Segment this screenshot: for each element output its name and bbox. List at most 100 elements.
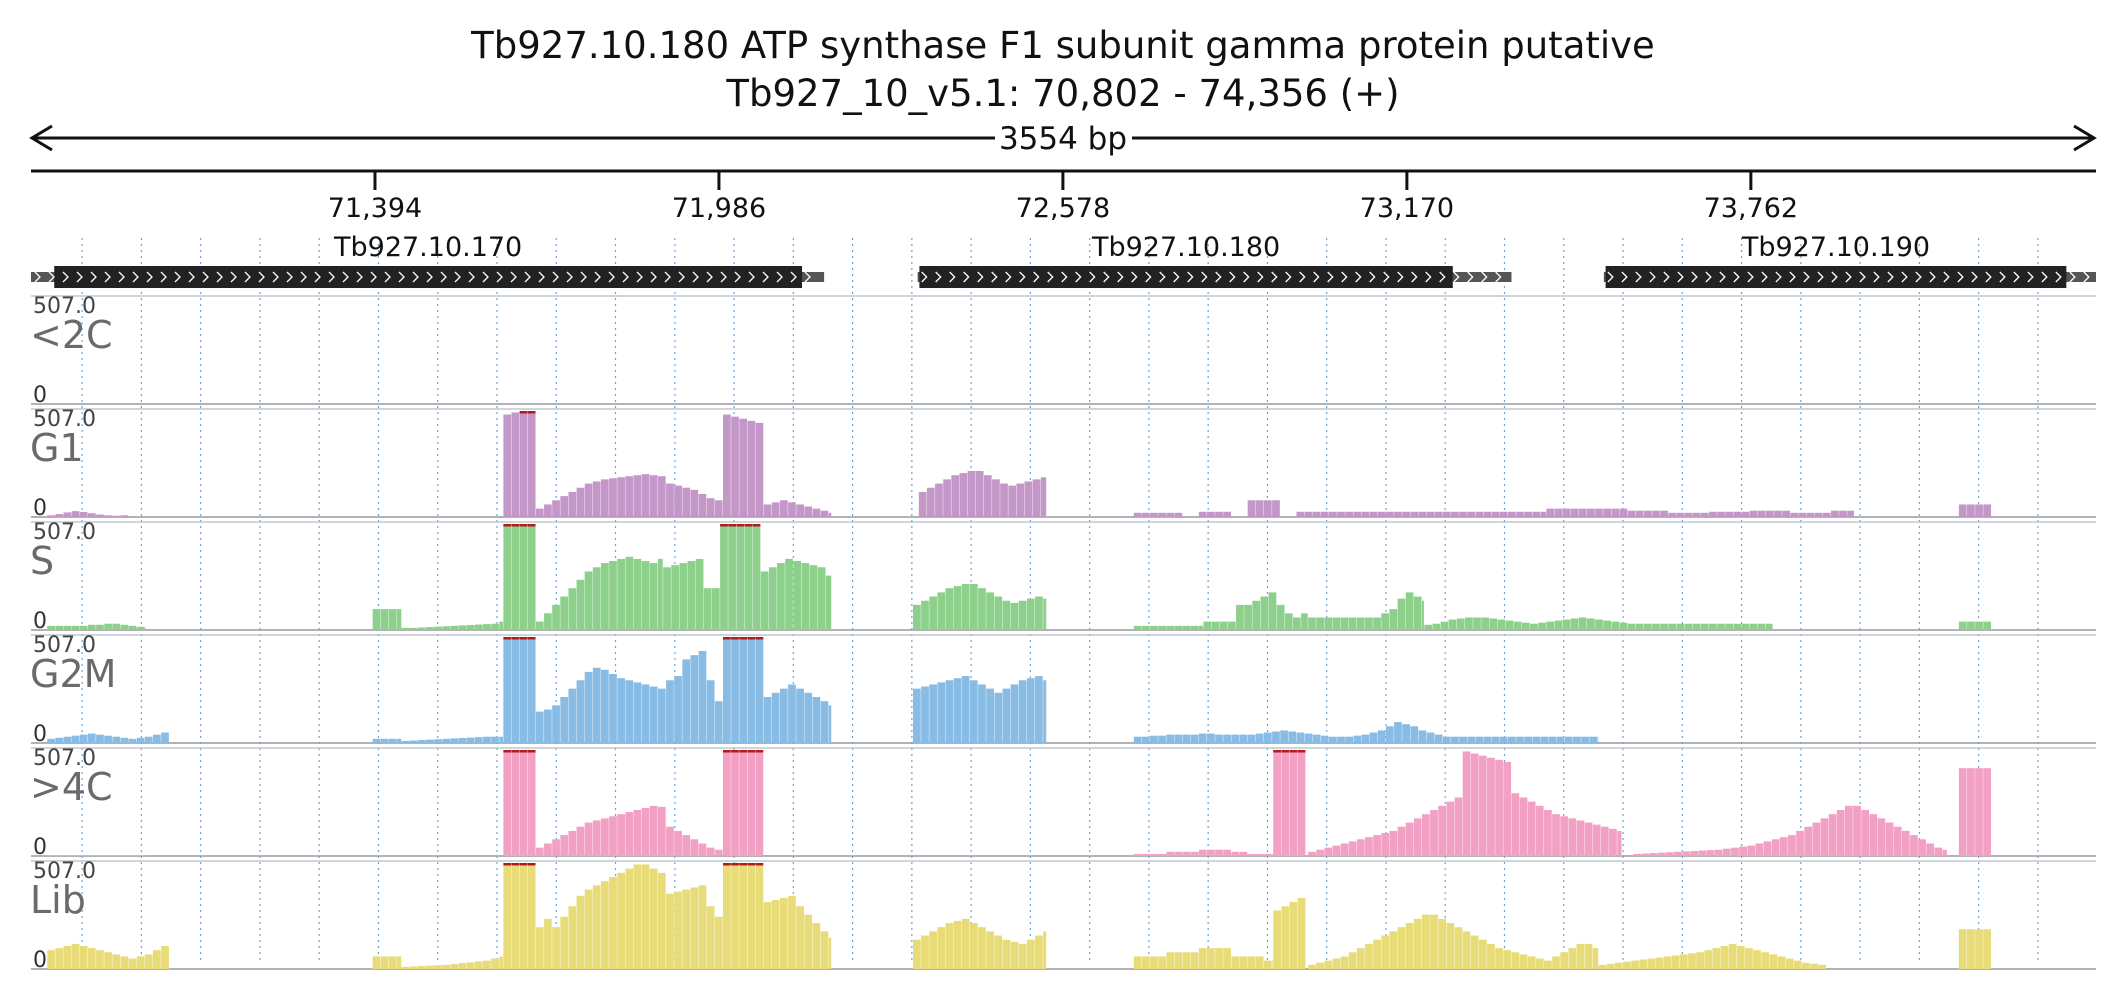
clip-marker: [731, 750, 739, 753]
coverage-bar: [1361, 511, 1370, 517]
clip-marker: [511, 637, 520, 640]
coverage-bar: [1174, 625, 1183, 630]
coverage-bar: [1597, 736, 1599, 743]
clip-marker: [752, 524, 761, 527]
coverage-bar: [535, 508, 544, 517]
coverage-bar: [474, 624, 483, 630]
clip-marker: [736, 524, 745, 527]
coverage-bar: [1682, 851, 1691, 856]
coverage-bar: [969, 584, 978, 630]
strand-arrow-icon: [1089, 271, 1096, 283]
track-name: G2M: [30, 652, 116, 696]
coverage-bar: [1215, 948, 1223, 969]
coverage-bar: [63, 736, 72, 743]
coverage-bar: [1166, 512, 1175, 517]
clip-marker: [731, 863, 739, 866]
coverage-bar: [682, 835, 691, 856]
coverage-bar: [1535, 805, 1544, 856]
clip-marker: [527, 750, 536, 753]
coverage-bar: [584, 671, 593, 743]
strand-arrow-icon: [104, 271, 111, 283]
strand-arrow-icon: [1761, 271, 1768, 283]
coverage-bar: [1438, 805, 1447, 856]
coverage-bar: [617, 678, 625, 743]
coverage-bar: [804, 692, 813, 743]
coverage-bar: [511, 863, 520, 969]
coverage-bar: [1301, 613, 1308, 630]
coverage-bar: [1478, 939, 1487, 969]
strand-arrow-icon: [1425, 271, 1432, 283]
coverage-bar: [986, 688, 994, 743]
coverage-bar: [1524, 736, 1532, 743]
coverage-bar: [1728, 943, 1737, 969]
coverage-bar: [458, 737, 467, 743]
coverage-bar: [649, 563, 658, 630]
coverage-bar: [568, 688, 577, 743]
coverage-bar: [1002, 939, 1011, 969]
axis-ticks: 71,394 71,986 72,578 73,170 73,762: [328, 171, 1798, 224]
clip-marker: [723, 750, 731, 753]
strand-arrow-icon: [2027, 271, 2034, 283]
coverage-bar: [1446, 801, 1455, 856]
coverage-bar: [1397, 598, 1406, 630]
coverage-bar: [136, 626, 145, 630]
coverage-bar: [975, 471, 984, 517]
strand-arrow-icon: [1719, 271, 1726, 283]
coverage-bar: [474, 961, 483, 969]
coverage-bar: [1255, 853, 1264, 856]
coverage-bar: [1454, 927, 1463, 969]
coverage-bar: [1263, 732, 1272, 743]
coverage-bar: [401, 966, 410, 969]
coverage-bar: [503, 414, 512, 517]
coverage-bar: [1263, 960, 1272, 969]
coverage-bar: [144, 855, 146, 856]
strand-arrow-icon: [496, 271, 503, 283]
clip-marker: [527, 637, 536, 640]
coverage-bar: [1592, 824, 1601, 856]
strand-arrow-icon: [1131, 271, 1138, 283]
coverage-bar: [417, 740, 426, 743]
coverage-bar: [1356, 839, 1365, 856]
coverage-bar: [1548, 736, 1557, 743]
track-ymin-label: 0: [33, 496, 47, 521]
coverage-bar: [625, 868, 634, 969]
coverage-bar: [1381, 613, 1390, 630]
coverage-bar: [825, 575, 832, 630]
coverage-bar: [1324, 617, 1333, 630]
coverage-bar: [153, 734, 161, 743]
coverage-bar: [1836, 810, 1845, 856]
coverage-bar: [1564, 736, 1573, 743]
coverage-bar: [1983, 504, 1992, 517]
coverage-bar: [511, 412, 520, 517]
strand-arrow-icon: [1873, 271, 1880, 283]
coverage-bar: [1918, 839, 1926, 856]
coverage-bar: [519, 411, 528, 517]
coverage-bar: [1276, 604, 1285, 630]
coverage-bar: [1692, 623, 1701, 630]
coverage-bar: [1540, 736, 1549, 743]
strand-arrow-icon: [1117, 271, 1124, 283]
coverage-bar: [1709, 511, 1717, 517]
coverage-bar: [1519, 954, 1528, 969]
coverage-bar: [657, 476, 666, 517]
coverage-bar: [434, 626, 442, 630]
coverage-bar: [969, 680, 978, 743]
coverage-bar: [771, 900, 780, 969]
coverage-bar: [1236, 604, 1244, 630]
coverage-bar: [779, 688, 788, 743]
coverage-bar: [1562, 619, 1571, 630]
coverage-bar: [503, 524, 512, 630]
coverage-bar: [104, 952, 112, 969]
coverage-bar: [714, 701, 723, 743]
coverage-bar: [1660, 510, 1668, 517]
strand-arrow-icon: [1845, 271, 1852, 283]
coverage-bar: [1133, 853, 1142, 856]
coverage-bar: [796, 504, 804, 517]
coverage-bar: [828, 705, 832, 743]
coverage-bar: [1026, 598, 1035, 630]
coverage-bar: [1603, 620, 1612, 630]
coverage-bar: [1725, 511, 1734, 517]
coverage-bar: [1595, 508, 1603, 517]
strand-arrow-icon: [2069, 271, 2076, 283]
coverage-bar: [96, 734, 104, 743]
